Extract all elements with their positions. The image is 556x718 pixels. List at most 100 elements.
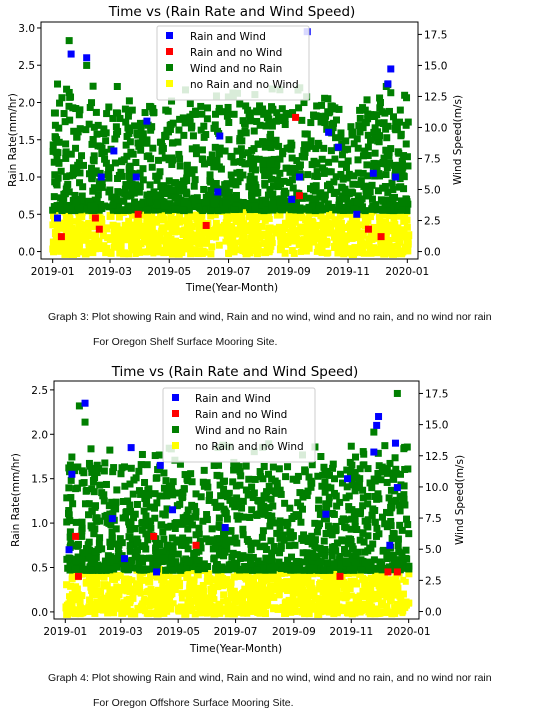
- mark-no-rain-no-wind: [214, 580, 223, 589]
- mark-no-rain-no-wind: [91, 244, 100, 253]
- mark-wind-no-rain: [398, 206, 406, 214]
- mark-no-rain-no-wind: [53, 223, 60, 230]
- mark-wind-no-rain: [100, 497, 108, 505]
- mark-wind-no-rain: [187, 124, 195, 132]
- mark-wind-no-rain: [223, 206, 231, 214]
- mark-no-rain-no-wind: [159, 575, 167, 583]
- mark-no-rain-no-wind: [262, 591, 271, 600]
- mark-no-rain-no-wind: [84, 606, 93, 615]
- mark-wind-no-rain: [132, 159, 140, 167]
- y-tick-label: 2.0: [31, 429, 48, 441]
- mark-wind-no-rain: [58, 94, 66, 102]
- mark-no-rain-no-wind: [102, 224, 111, 233]
- mark-wind-no-rain: [156, 492, 164, 500]
- mark-wind-no-rain: [232, 482, 240, 490]
- mark-wind-no-rain: [76, 106, 84, 114]
- mark-no-rain-no-wind: [383, 607, 391, 615]
- mark-wind-no-rain: [188, 521, 196, 529]
- chart-1-legend-box: [156, 25, 310, 101]
- mark-wind-no-rain: [391, 557, 399, 565]
- mark-no-rain-no-wind: [84, 220, 92, 228]
- mark-wind-no-rain: [364, 143, 372, 151]
- mark-wind-no-rain: [190, 549, 198, 557]
- mark-wind-no-rain: [180, 131, 188, 139]
- mark-wind-no-rain: [326, 566, 334, 574]
- mark-no-rain-no-wind: [248, 586, 256, 594]
- mark-no-rain-no-wind: [281, 249, 289, 257]
- chart-1-plot-frame: [40, 21, 419, 260]
- mark-wind-no-rain: [371, 492, 379, 500]
- mark-no-rain-no-wind: [318, 230, 327, 239]
- mark-no-rain-no-wind: [82, 250, 90, 258]
- mark-wind-no-rain: [83, 61, 91, 69]
- mark-wind-no-rain: [376, 94, 384, 102]
- mark-no-rain-no-wind: [224, 610, 232, 618]
- mark-wind-no-rain: [371, 124, 379, 132]
- mark-no-rain-no-wind: [262, 600, 271, 609]
- mark-wind-no-rain: [181, 119, 189, 127]
- mark-wind-no-rain: [336, 470, 344, 478]
- mark-wind-no-rain: [387, 145, 395, 153]
- mark-wind-no-rain: [269, 502, 277, 510]
- mark-wind-no-rain: [78, 518, 86, 526]
- mark-wind-no-rain: [230, 466, 238, 474]
- mark-no-rain-no-wind: [356, 592, 364, 600]
- mark-wind-no-rain: [249, 553, 257, 561]
- mark-no-rain-no-wind: [375, 214, 382, 221]
- mark-no-rain-no-wind: [227, 582, 235, 590]
- mark-wind-no-rain: [389, 566, 397, 574]
- mark-wind-no-rain: [308, 532, 316, 540]
- mark-no-rain-no-wind: [246, 577, 254, 585]
- mark-wind-no-rain: [328, 548, 336, 556]
- mark-wind-no-rain: [227, 171, 235, 179]
- mark-wind-no-rain: [85, 552, 93, 560]
- mark-wind-no-rain: [158, 197, 166, 205]
- mark-no-rain-no-wind: [271, 226, 278, 233]
- mark-wind-no-rain: [143, 191, 151, 199]
- mark-no-rain-no-wind: [235, 215, 243, 223]
- mark-wind-no-rain: [230, 110, 238, 118]
- mark-wind-no-rain: [246, 160, 254, 168]
- mark-wind-no-rain: [118, 539, 126, 547]
- mark-no-rain-no-wind: [366, 586, 375, 595]
- mark-wind-no-rain: [92, 108, 100, 116]
- y2-tick-label: 12.5: [425, 451, 448, 463]
- mark-wind-no-rain: [114, 553, 122, 561]
- mark-no-rain-no-wind: [287, 608, 295, 616]
- mark-wind-no-rain: [371, 518, 379, 526]
- mark-wind-no-rain: [120, 197, 128, 205]
- mark-wind-no-rain: [281, 115, 289, 123]
- mark-wind-no-rain: [384, 188, 392, 196]
- mark-wind-no-rain: [242, 486, 250, 494]
- mark-wind-no-rain: [364, 465, 372, 473]
- mark-wind-no-rain: [325, 158, 333, 166]
- mark-wind-no-rain: [223, 539, 231, 547]
- mark-wind-no-rain: [339, 566, 347, 574]
- mark-wind-no-rain: [149, 206, 157, 214]
- mark-wind-no-rain: [66, 116, 74, 124]
- mark-wind-no-rain: [126, 526, 134, 534]
- mark-no-rain-no-wind: [75, 239, 84, 248]
- mark-no-rain-no-wind: [305, 610, 313, 618]
- mark-no-rain-no-wind: [224, 576, 231, 583]
- mark-no-rain-no-wind: [351, 609, 359, 617]
- mark-wind-no-rain: [124, 566, 132, 574]
- mark-wind-no-rain: [317, 558, 325, 566]
- mark-no-rain-no-wind: [237, 224, 245, 232]
- mark-wind-no-rain: [88, 559, 96, 567]
- mark-wind-no-rain: [101, 563, 109, 571]
- mark-no-rain-no-wind: [301, 606, 309, 614]
- mark-wind-no-rain: [75, 159, 83, 167]
- mark-wind-no-rain: [108, 528, 116, 536]
- mark-no-rain-no-wind: [332, 606, 341, 615]
- mark-wind-no-rain: [128, 188, 136, 196]
- mark-wind-no-rain: [324, 483, 332, 491]
- mark-wind-no-rain: [354, 192, 362, 200]
- mark-no-rain-no-wind: [361, 604, 370, 613]
- mark-wind-no-rain: [222, 199, 230, 207]
- mark-wind-no-rain: [403, 515, 411, 523]
- mark-wind-no-rain: [307, 137, 315, 145]
- mark-wind-no-rain: [74, 128, 82, 136]
- mark-wind-no-rain: [130, 183, 138, 191]
